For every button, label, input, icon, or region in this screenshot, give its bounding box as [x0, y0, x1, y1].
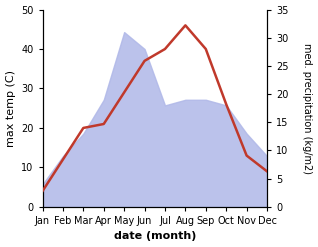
Y-axis label: med. precipitation (kg/m2): med. precipitation (kg/m2)	[302, 43, 313, 174]
X-axis label: date (month): date (month)	[114, 231, 196, 242]
Y-axis label: max temp (C): max temp (C)	[5, 70, 16, 147]
